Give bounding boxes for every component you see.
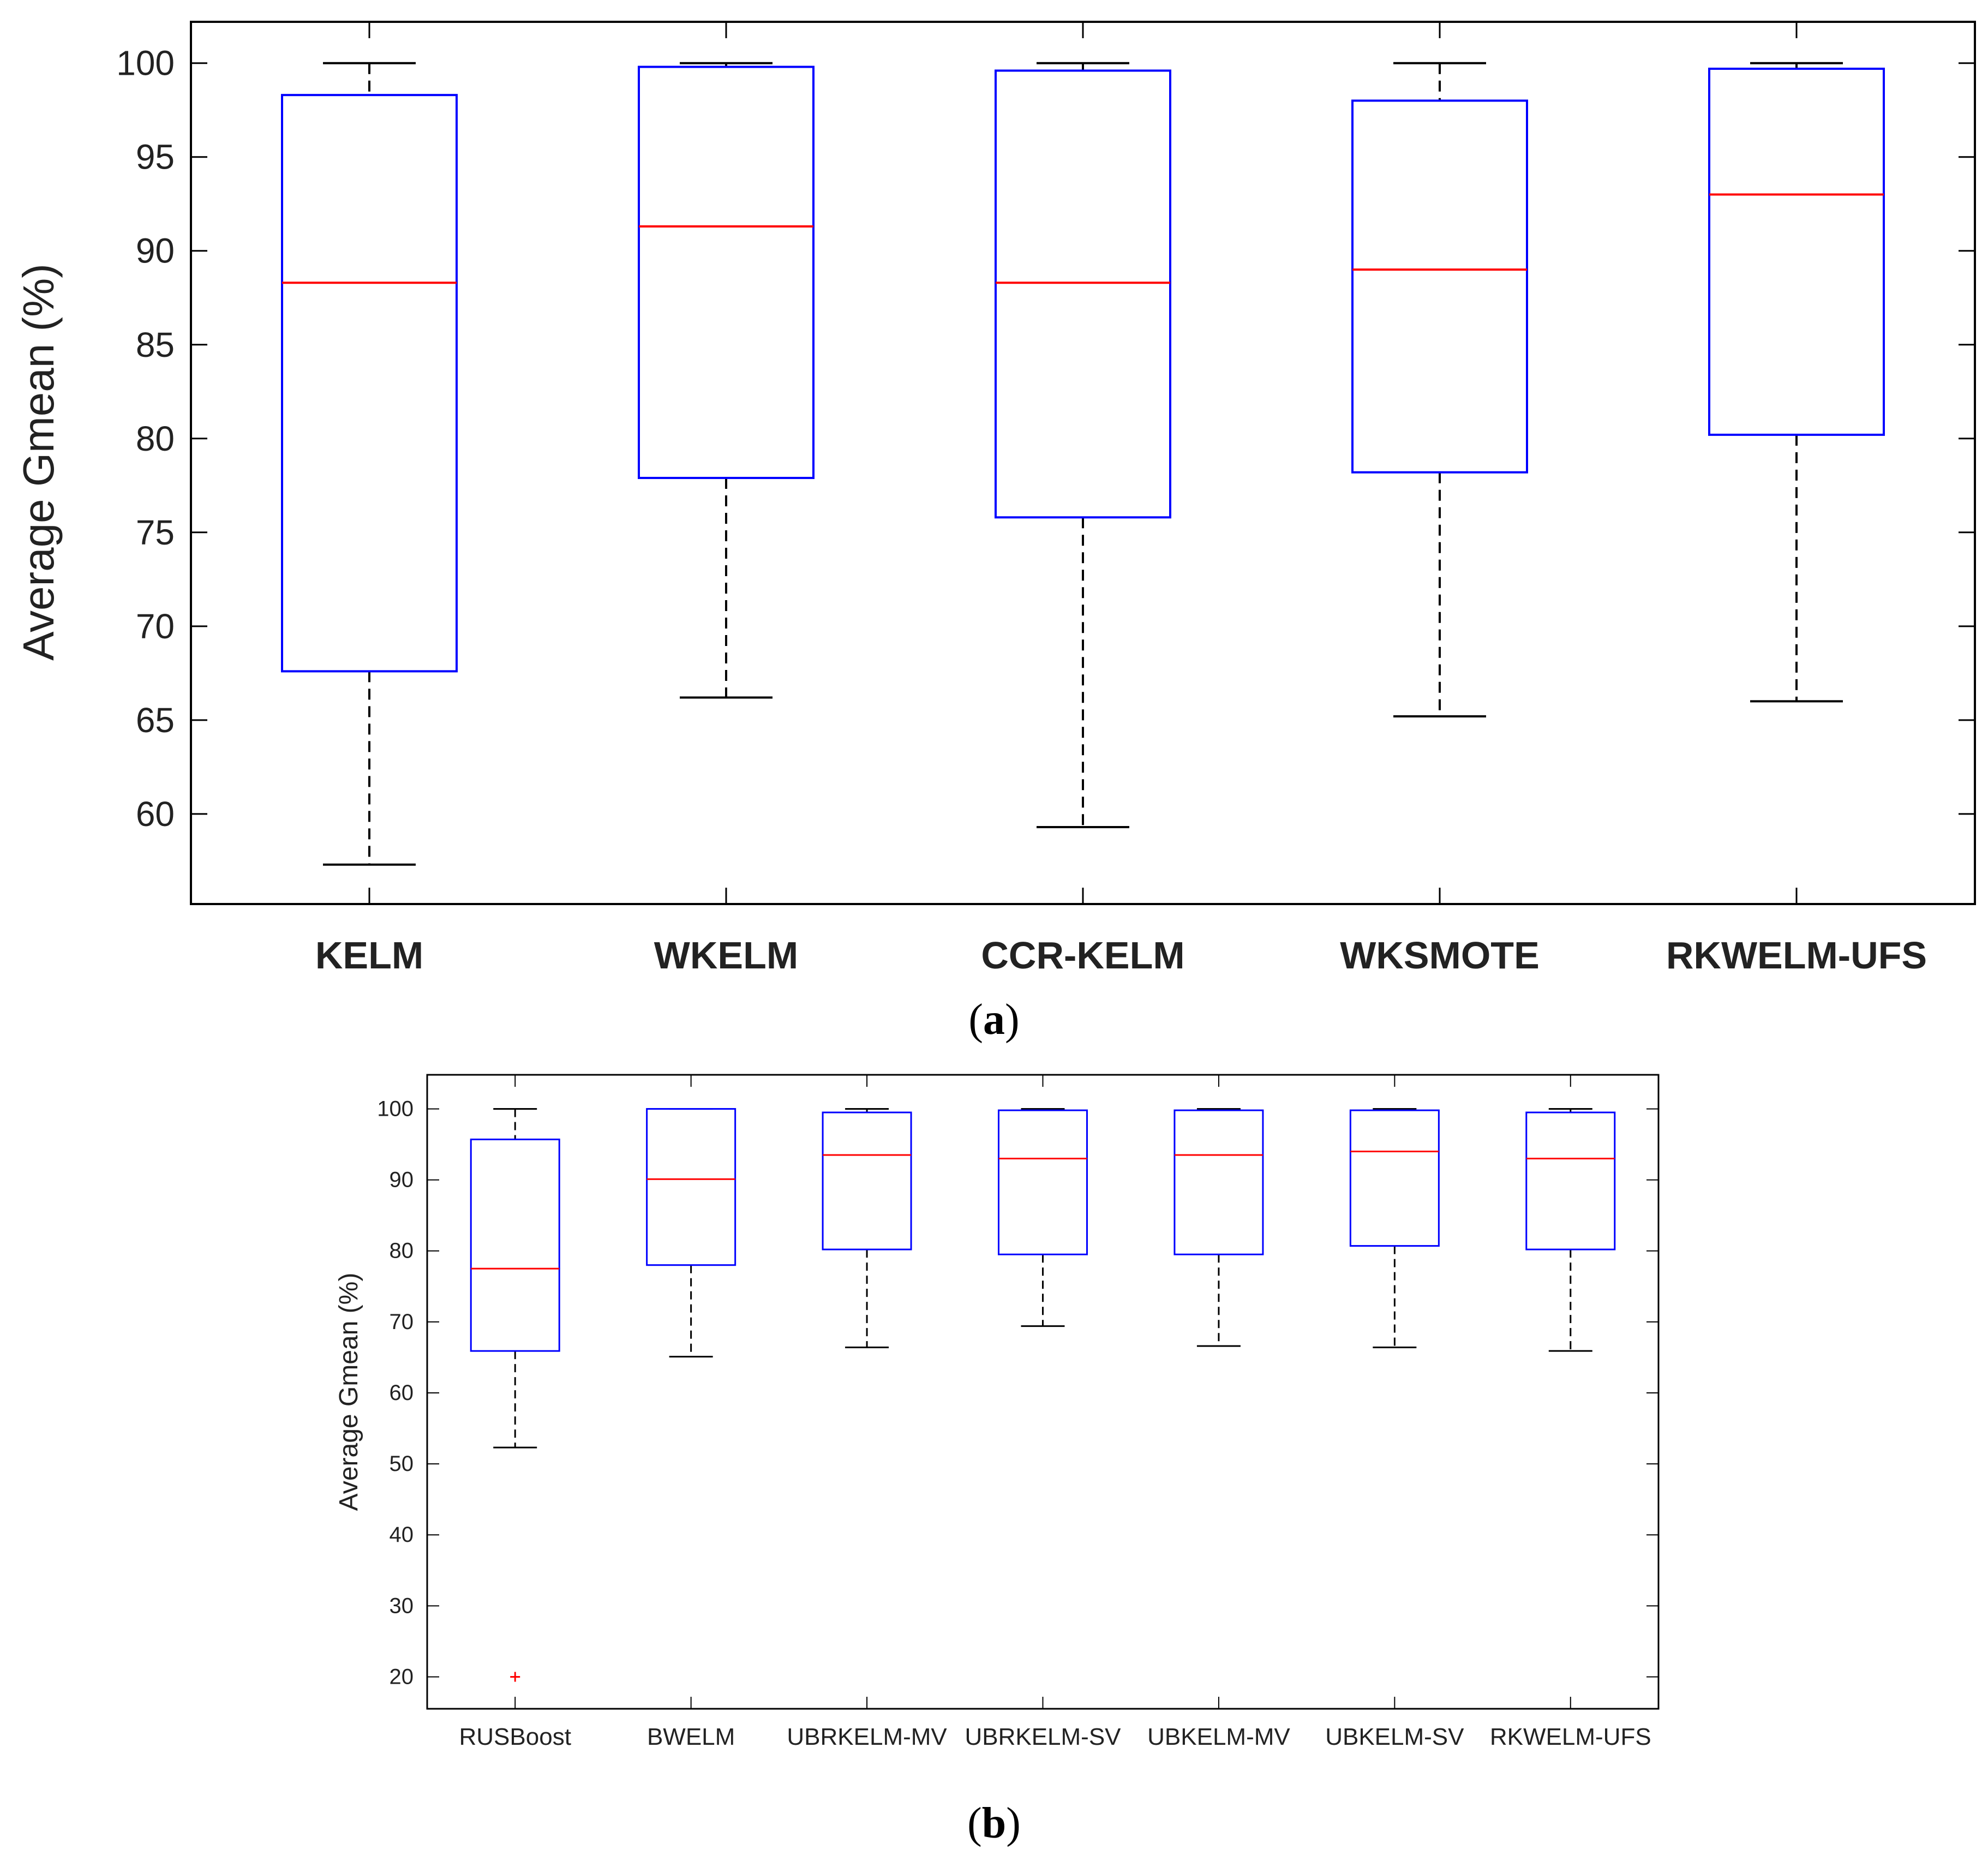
- iqr-box: [1349, 1109, 1440, 1247]
- y-tick-label: 100: [377, 1097, 414, 1121]
- box-ubkelm-mv: [1173, 1108, 1264, 1347]
- y-tick-label: 65: [136, 701, 175, 740]
- y-axis-label-a: Average Gmean (%): [14, 264, 63, 661]
- x-tick-label: UBRKELM-MV: [787, 1724, 947, 1750]
- iqr-box: [470, 1138, 560, 1352]
- x-tick-label: WKSMOTE: [1340, 934, 1540, 977]
- caption-b-letter: b: [982, 1799, 1007, 1847]
- y-tick-label: 30: [390, 1594, 414, 1618]
- outlier-marker: [510, 1672, 520, 1682]
- box-bwelm: [646, 1108, 736, 1358]
- tick-layer-b: [427, 1075, 1658, 1709]
- box-rkwelm-ufs: [1525, 1108, 1616, 1352]
- y-tick-label: 85: [136, 325, 175, 364]
- box-kelm: [281, 62, 458, 866]
- iqr-box: [281, 94, 458, 673]
- x-tick-label: WKELM: [654, 934, 798, 977]
- y-tick-label: 80: [136, 419, 175, 458]
- y-tick-label: 90: [390, 1168, 414, 1192]
- box-wksmote: [1351, 62, 1528, 717]
- y-tick-label: 60: [136, 794, 175, 834]
- box-wkelm: [638, 62, 815, 699]
- y-tick-label: 70: [390, 1310, 414, 1334]
- tick-label-layer-b: 20 30 40 50 60 70 80 90 100 RUSBoost BWELM UBRKELM-…: [377, 1097, 1651, 1750]
- x-tick-label: RKWELM-UFS: [1490, 1724, 1651, 1750]
- box-ubkelm-sv: [1349, 1108, 1440, 1349]
- x-tick-label: BWELM: [647, 1724, 735, 1750]
- chart-panel-b: 20 30 40 50 60 70 80 90 100 RUSBoost BWELM UBRKELM-…: [334, 1074, 1660, 1750]
- y-tick-label: 50: [390, 1452, 414, 1476]
- box-ubrkelm-mv: [822, 1108, 912, 1349]
- iqr-box: [638, 65, 815, 480]
- tick-label-layer-a: 60 65 70 75 80 85 90 95 100 KELM WKELM CCR-KELM WKSM…: [116, 44, 1927, 977]
- y-tick-label: 80: [390, 1239, 414, 1263]
- iqr-box: [1708, 68, 1885, 436]
- x-tick-label: KELM: [315, 934, 423, 977]
- y-tick-label: 75: [136, 513, 175, 552]
- y-tick-label: 60: [390, 1381, 414, 1405]
- y-axis-label-b: Average Gmean (%): [334, 1273, 363, 1511]
- iqr-box: [822, 1111, 912, 1250]
- x-tick-label: RUSBoost: [459, 1724, 571, 1750]
- iqr-box: [1525, 1111, 1616, 1250]
- y-tick-label: 20: [390, 1665, 414, 1689]
- box-rkwelm-ufs: [1708, 62, 1885, 703]
- y-tick-label: 90: [136, 231, 175, 271]
- x-tick-label: CCR-KELM: [981, 934, 1184, 977]
- iqr-box: [995, 69, 1171, 519]
- iqr-box: [1173, 1109, 1264, 1255]
- caption-a: (a): [968, 996, 1019, 1044]
- y-tick-label: 70: [136, 607, 175, 646]
- plot-area-b: [426, 1074, 1660, 1710]
- box-rusboost: [470, 1108, 560, 1449]
- x-tick-label: RKWELM-UFS: [1666, 934, 1927, 977]
- x-tick-label: UBKELM-SV: [1325, 1724, 1464, 1750]
- caption-a-letter: a: [983, 996, 1005, 1044]
- y-tick-label: 100: [116, 44, 175, 83]
- iqr-box: [646, 1108, 736, 1266]
- x-tick-label: UBKELM-MV: [1147, 1724, 1290, 1750]
- chart-panel-a: 60 65 70 75 80 85 90 95 100 KELM WKELM CCR-KELM WKSM…: [14, 21, 1976, 977]
- y-tick-label: 95: [136, 137, 175, 177]
- box-ubrkelm-sv: [998, 1108, 1088, 1327]
- caption-b: (b): [967, 1799, 1021, 1847]
- tick-layer-a: [191, 22, 1975, 904]
- box-layer-b: [470, 1108, 1616, 1682]
- iqr-box: [1351, 99, 1528, 474]
- iqr-box: [998, 1109, 1088, 1255]
- box-layer-a: [281, 62, 1885, 866]
- x-tick-label: UBRKELM-SV: [965, 1724, 1121, 1750]
- y-tick-label: 40: [390, 1523, 414, 1547]
- box-ccr-kelm: [995, 62, 1171, 828]
